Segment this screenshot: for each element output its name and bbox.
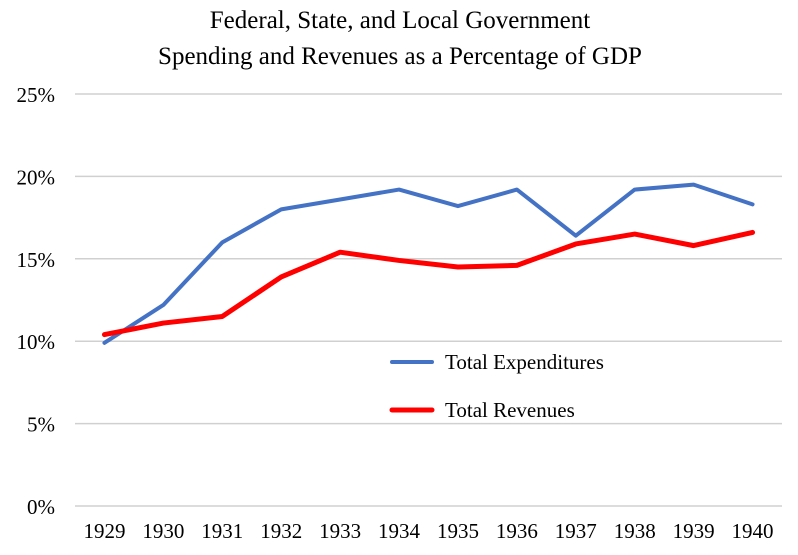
y-tick-label: 5% <box>27 413 55 437</box>
x-tick-label: 1935 <box>437 519 479 543</box>
x-tick-label: 1933 <box>319 519 361 543</box>
x-tick-label: 1930 <box>142 519 184 543</box>
y-tick-label: 15% <box>17 248 56 272</box>
x-tick-label: 1940 <box>732 519 774 543</box>
chart-title-line-2: Spending and Revenues as a Percentage of… <box>158 43 642 70</box>
x-tick-label: 1934 <box>378 519 421 543</box>
series-line-0 <box>102 182 755 345</box>
y-tick-label: 20% <box>17 165 56 189</box>
x-tick-label: 1937 <box>555 519 597 543</box>
x-tick-label: 1936 <box>496 519 538 543</box>
legend-label: Total Expenditures <box>445 350 604 374</box>
x-tick-label: 1939 <box>673 519 715 543</box>
chart-title-line-1: Federal, State, and Local Government <box>210 7 590 34</box>
y-tick-label: 10% <box>17 330 56 354</box>
x-tick-label: 1929 <box>83 519 125 543</box>
legend-label: Total Revenues <box>445 398 575 422</box>
x-tick-label: 1932 <box>260 519 302 543</box>
x-tick-label: 1938 <box>614 519 656 543</box>
series-line-1 <box>101 229 756 338</box>
y-tick-label: 25% <box>17 83 56 107</box>
y-tick-label: 0% <box>27 495 55 519</box>
x-tick-label: 1931 <box>201 519 243 543</box>
